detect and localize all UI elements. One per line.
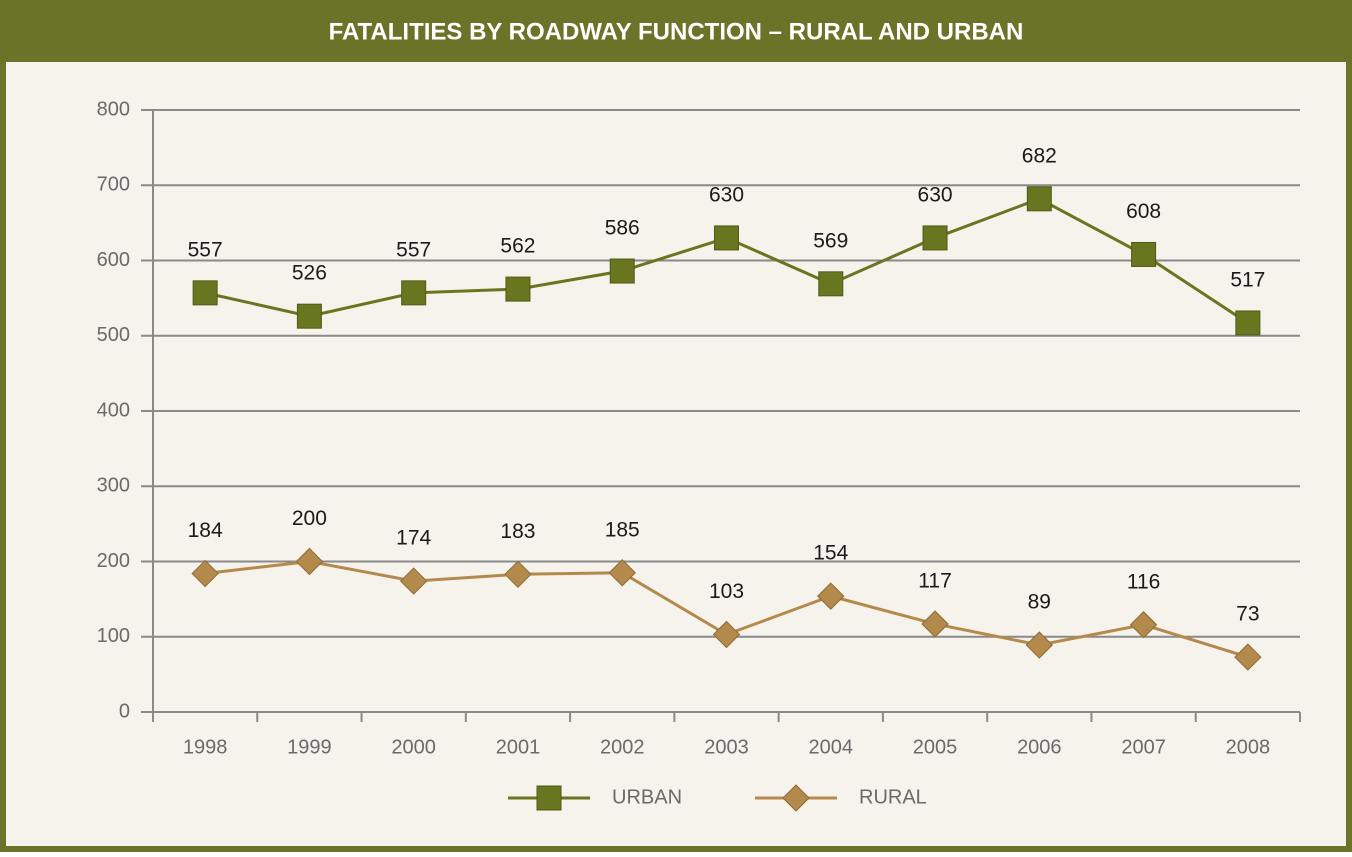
data-label: 154 [813,542,848,565]
data-point [1131,241,1157,267]
data-point [609,258,635,284]
data-label: 682 [1022,144,1057,167]
data-point [921,610,949,638]
data-label: 557 [188,238,223,261]
data-point [608,559,636,587]
legend-marker [536,785,562,811]
data-label: 569 [813,229,848,252]
data-label: 200 [292,507,327,530]
y-tick-label: 300 [97,475,130,497]
y-tick-label: 100 [97,625,130,647]
x-tick-label: 2006 [1017,736,1062,758]
data-point [712,620,741,649]
data-label: 562 [500,235,535,258]
chart-title: FATALITIES BY ROADWAY FUNCTION – RURAL A… [329,18,1024,45]
legend-marker [782,784,810,812]
y-tick-label: 0 [119,700,130,722]
data-label: 608 [1126,200,1161,223]
x-tick-label: 2007 [1121,736,1166,758]
data-point [401,280,427,306]
data-point [817,582,845,610]
data-point [818,271,844,297]
x-tick-label: 1999 [287,736,332,758]
data-label: 630 [709,183,744,206]
legend-label: URBAN [612,786,682,808]
data-label: 174 [396,527,431,550]
data-label: 73 [1236,603,1259,626]
y-tick-label: 800 [97,98,130,120]
x-tick-label: 2008 [1226,736,1271,758]
data-point [295,547,324,576]
data-label: 117 [918,570,951,593]
y-tick-label: 500 [97,324,130,346]
title-bar [0,0,1352,62]
data-point [1026,186,1052,212]
x-tick-label: 2001 [496,736,541,758]
y-tick-label: 400 [97,399,130,421]
data-point [192,280,218,306]
data-point [922,225,948,251]
x-tick-label: 1998 [183,736,228,758]
data-label: 184 [188,519,223,542]
y-tick-label: 600 [97,249,130,271]
data-point [504,560,532,588]
data-label: 630 [918,183,953,206]
x-tick-label: 2003 [704,736,749,758]
data-point [1234,643,1262,671]
data-point [399,567,428,595]
data-label: 526 [292,262,327,285]
data-label: 557 [396,238,431,261]
data-point [714,225,739,251]
data-label: 89 [1028,591,1051,614]
x-tick-label: 2005 [913,736,958,758]
data-label: 517 [1230,269,1265,292]
data-label: 185 [605,518,640,541]
x-tick-label: 2000 [391,736,436,758]
data-point [1129,611,1158,639]
x-tick-label: 2002 [600,736,645,758]
data-label: 586 [605,217,640,240]
data-point [505,276,531,302]
data-point [296,303,322,329]
x-tick-label: 2004 [809,736,854,758]
data-point [1235,310,1261,336]
data-label: 103 [709,580,744,603]
y-tick-label: 200 [97,550,130,572]
data-point [191,559,219,588]
y-tick-label: 700 [97,174,130,196]
data-label: 116 [1127,570,1160,593]
legend-label: RURAL [859,786,927,808]
data-label: 183 [500,520,535,543]
data-point [1025,631,1054,659]
